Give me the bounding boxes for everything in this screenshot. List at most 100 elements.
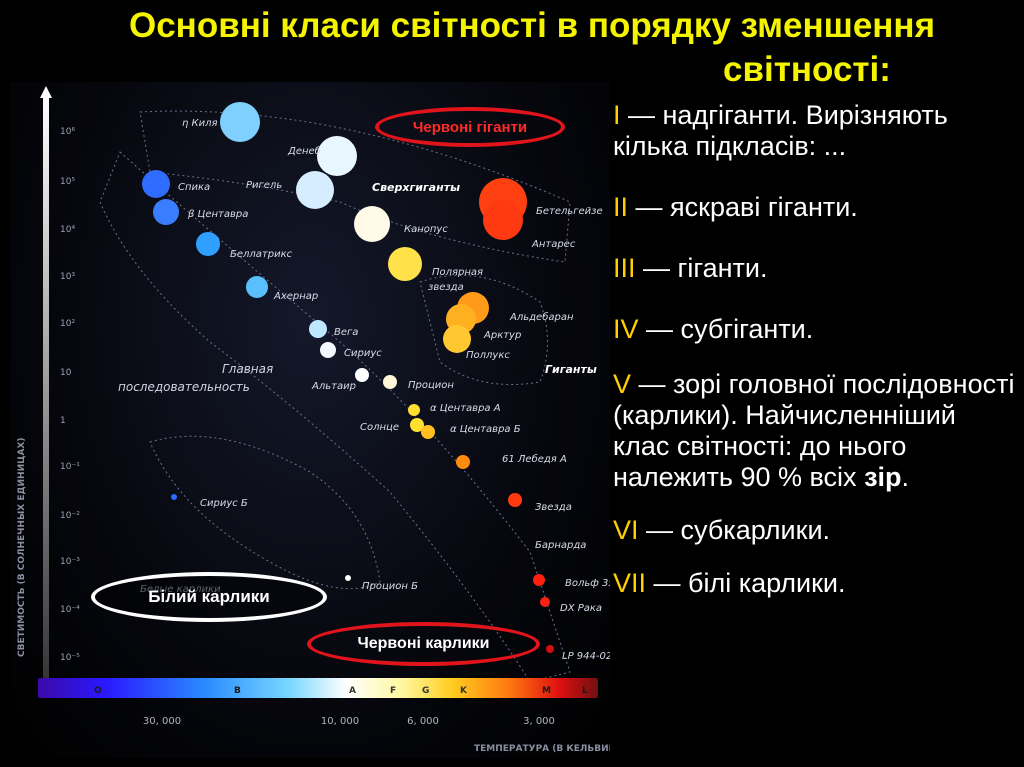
star-dot <box>408 404 420 416</box>
title-line-2: світності: <box>723 50 891 89</box>
star-label: Ахернар <box>273 291 318 302</box>
y-tick-label: 1 <box>60 416 66 426</box>
stars: η Киля Денеб Ригель Спика β Центавра Беллатри… <box>142 102 610 662</box>
spectral-class-label: F <box>390 686 396 696</box>
star-dot <box>546 645 554 653</box>
giants-region <box>419 274 548 385</box>
temperature-labels: 30, 000 10, 000 6, 000 3, 000 <box>143 716 555 727</box>
white-dwarfs-oval: Білий карлики <box>91 572 327 622</box>
star-dot <box>355 368 369 382</box>
giants-label: Гиганты <box>545 363 597 376</box>
y-tick-label: 10⁻² <box>60 511 80 521</box>
star-dot <box>171 494 177 500</box>
star-dot <box>383 375 397 389</box>
slide-title: Основні класи світності в порядку зменше… <box>0 4 1024 92</box>
y-tick-label: 10⁵ <box>60 177 75 187</box>
star-dot <box>246 276 268 298</box>
temperature-label: 10, 000 <box>321 716 359 727</box>
hr-diagram: 10⁶ 10⁵ 10⁴ 10³ 10² 10 1 10⁻¹ 10⁻² 10⁻³ 10⁻⁴ 10⁻⁵ С… <box>10 82 610 758</box>
spectral-class-label: A <box>349 686 356 696</box>
spectral-class-label: M <box>542 686 551 696</box>
spectral-band <box>38 678 598 698</box>
star-label: Процион Б <box>362 581 418 592</box>
white-dwarf-region <box>149 435 381 590</box>
star-dot <box>320 342 336 358</box>
y-axis-arrow <box>40 86 52 98</box>
y-axis-ticks: 10⁶ 10⁵ 10⁴ 10³ 10² 10 1 10⁻¹ 10⁻² 10⁻³ 10⁻⁴ 10⁻⁵ <box>60 127 80 663</box>
spectral-class-label: G <box>422 686 429 696</box>
star-label: звезда <box>428 282 464 293</box>
y-tick-label: 10⁴ <box>60 225 75 235</box>
temperature-label: 3, 000 <box>523 716 555 727</box>
y-tick-label: 10² <box>60 319 75 329</box>
class-I: I — надгіганти. Вирізняють кілька підкла… <box>613 100 948 161</box>
temperature-label: 30, 000 <box>143 716 181 727</box>
class-IV: IV — субгіганти. <box>613 314 814 344</box>
star-label: β Центавра <box>187 209 248 220</box>
star-label: LP 944-020 <box>562 651 610 662</box>
y-tick-label: 10⁶ <box>60 127 75 137</box>
spectral-class-label: L <box>582 686 588 696</box>
star-dot <box>483 200 523 240</box>
star-label: α Центавра Б <box>450 424 521 435</box>
y-axis-title: СВЕТИМОСТЬ (В СОЛНЕЧНЫХ ЕДИНИЦАХ) <box>17 438 27 657</box>
spectral-class-label: O <box>94 686 102 696</box>
y-tick-label: 10 <box>60 368 72 378</box>
star-label: Альдебаран <box>509 311 574 323</box>
class-VII: VII — білі карлики. <box>613 568 846 598</box>
y-tick-label: 10⁻¹ <box>60 462 80 472</box>
y-tick-label: 10⁻⁴ <box>60 605 80 615</box>
star-label: DX Рака <box>560 603 602 614</box>
star-label: Беллатрикс <box>230 249 293 260</box>
star-label: Канопус <box>404 224 448 235</box>
star-label: Арктур <box>483 330 521 341</box>
star-label: Вольф 359 <box>565 578 610 589</box>
main-sequence-label-2: последовательность <box>118 380 250 394</box>
star-label: 61 Лебедя А <box>502 453 567 465</box>
star-label: Процион <box>408 380 454 391</box>
star-label: Ригель <box>246 180 282 191</box>
star-dot <box>410 418 424 432</box>
star-label: Полярная <box>432 267 483 278</box>
star-label: Бетельгейзе <box>536 206 603 217</box>
star-dot <box>296 171 334 209</box>
star-label: Антарес <box>531 239 576 250</box>
star-dot <box>456 455 470 469</box>
hr-diagram-svg: 10⁶ 10⁵ 10⁴ 10³ 10² 10 1 10⁻¹ 10⁻² 10⁻³ 10⁻⁴ 10⁻⁵ С… <box>17 86 610 754</box>
red-dwarfs-oval-label: Червоні карлики <box>357 635 490 652</box>
star-label: Поллукс <box>466 350 510 361</box>
star-dot <box>142 170 170 198</box>
star-label: Вега <box>334 327 358 338</box>
spectral-class-label: B <box>234 686 241 696</box>
red-dwarfs-oval: Червоні карлики <box>307 622 540 666</box>
main-sequence-label-1: Главная <box>222 362 273 376</box>
star-label: Сириус Б <box>200 498 248 509</box>
star-label: Альтаир <box>311 381 356 392</box>
star-dot <box>443 325 471 353</box>
star-dot <box>345 575 351 581</box>
star-dot <box>508 493 522 507</box>
star-label: α Центавра А <box>430 403 501 414</box>
class-V: V — зорі головної послідовності (карлики… <box>613 369 1015 492</box>
x-axis-title: ТЕМПЕРАТУРА (В КЕЛЬВИНАХ) <box>474 744 610 754</box>
star-dot <box>220 102 260 142</box>
star-label: Барнарда <box>535 540 586 551</box>
star-dot <box>388 247 422 281</box>
spectral-class-label: K <box>460 686 468 696</box>
star-dot <box>317 136 357 176</box>
star-dot <box>421 425 435 439</box>
class-VI: VI — субкарлики. <box>613 515 831 545</box>
star-dot <box>533 574 545 586</box>
star-dot <box>196 232 220 256</box>
luminosity-classes-list: I — надгіганти. Вирізняють кілька підкла… <box>613 100 1018 609</box>
red-giants-oval-label: Червоні гіганти <box>412 118 528 136</box>
temperature-label: 6, 000 <box>407 716 439 727</box>
star-label: Солнце <box>360 422 399 433</box>
star-label: Звезда <box>535 502 572 513</box>
white-dwarfs-oval-label: Білий карлики <box>148 587 270 606</box>
supergiants-label: Сверхгиганты <box>372 181 460 194</box>
star-dot <box>153 199 179 225</box>
star-dot <box>540 597 550 607</box>
red-giants-oval: Червоні гіганти <box>375 107 565 147</box>
